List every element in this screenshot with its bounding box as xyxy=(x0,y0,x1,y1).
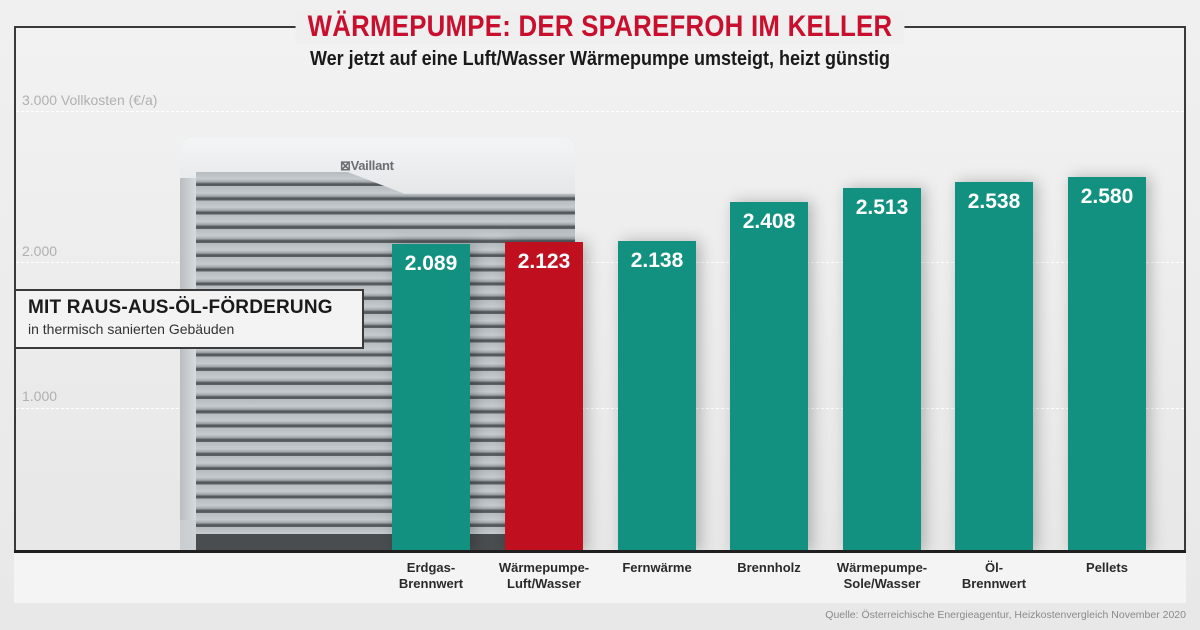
bar-value-label: 2.408 xyxy=(742,210,796,233)
x-label-erdgas-brennwert: Erdgas- Brennwert xyxy=(376,560,486,592)
x-label-line1: Öl- xyxy=(984,560,1004,575)
bar-pellets: 2.580 xyxy=(1068,177,1146,552)
callout-subtitle: in thermisch sanierten Gebäuden xyxy=(28,321,235,337)
chart-title: WÄRMEPUMPE: DER SPAREFROH IM KELLER xyxy=(295,10,905,44)
bar-brennholz: 2.408 xyxy=(730,202,808,552)
heat-pump-base xyxy=(196,534,575,550)
bar-value-label: 2.138 xyxy=(630,249,684,272)
funding-callout: MIT RAUS-AUS-ÖL-FÖRDERUNG in thermisch s… xyxy=(14,289,364,349)
gridline-2000 xyxy=(16,262,1184,263)
source-note: Quelle: Österreichische Energieagentur, … xyxy=(825,609,1186,621)
x-label-brennholz: Brennholz xyxy=(714,560,824,576)
x-label-fernwaerme: Fernwärme xyxy=(602,560,712,576)
bar-value-label: 2.123 xyxy=(517,250,571,273)
bar-waermepumpe-sole-wasser: 2.513 xyxy=(843,188,921,552)
vaillant-logo: ⊠Vaillant xyxy=(340,158,394,173)
x-label-line1: Fernwärme xyxy=(622,560,692,575)
x-axis-strip xyxy=(14,550,1186,603)
y-tick-1000: 1.000 xyxy=(22,388,58,404)
y-tick-3000: 3.000 Vollkosten (€/a) xyxy=(22,92,158,108)
x-label-line1: Pellets xyxy=(1086,560,1128,575)
bar-oel-brennwert: 2.538 xyxy=(955,182,1033,552)
x-label-line1: Wärmepumpe- xyxy=(498,560,590,575)
bar-value-label: 2.538 xyxy=(967,190,1021,213)
y-tick-2000: 2.000 xyxy=(22,243,58,259)
x-label-line2: Brennwert xyxy=(961,576,1027,591)
x-label-line1: Wärmepumpe- xyxy=(836,560,928,575)
bar-waermepumpe-luft-wasser: 2.123 xyxy=(505,242,583,552)
x-label-line2: Brennwert xyxy=(398,576,464,591)
x-label-line2: Sole/Wasser xyxy=(843,576,921,591)
gridline-3000 xyxy=(16,111,1184,112)
callout-title: MIT RAUS-AUS-ÖL-FÖRDERUNG xyxy=(28,297,333,318)
bar-erdgas-brennwert: 2.089 xyxy=(392,244,470,552)
x-label-pellets: Pellets xyxy=(1052,560,1162,576)
heat-pump-side xyxy=(180,178,196,520)
chart-subtitle: Wer jetzt auf eine Luft/Wasser Wärmepump… xyxy=(309,48,891,70)
title-wrap: WÄRMEPUMPE: DER SPAREFROH IM KELLER xyxy=(0,10,1200,44)
x-label-oel-brennwert: Öl- Brennwert xyxy=(939,560,1049,592)
x-label-line1: Brennholz xyxy=(737,560,801,575)
x-label-waermepumpe-sole-wasser: Wärmepumpe- Sole/Wasser xyxy=(827,560,937,592)
x-label-waermepumpe-luft-wasser: Wärmepumpe- Luft/Wasser xyxy=(489,560,599,592)
x-label-line2: Luft/Wasser xyxy=(507,576,581,591)
bar-value-label: 2.513 xyxy=(855,196,909,219)
bar-fernwaerme: 2.138 xyxy=(618,241,696,552)
bar-value-label: 2.089 xyxy=(404,252,458,275)
x-label-line1: Erdgas- xyxy=(406,560,456,575)
gridline-1000 xyxy=(16,408,1184,409)
bar-value-label: 2.580 xyxy=(1080,185,1134,208)
